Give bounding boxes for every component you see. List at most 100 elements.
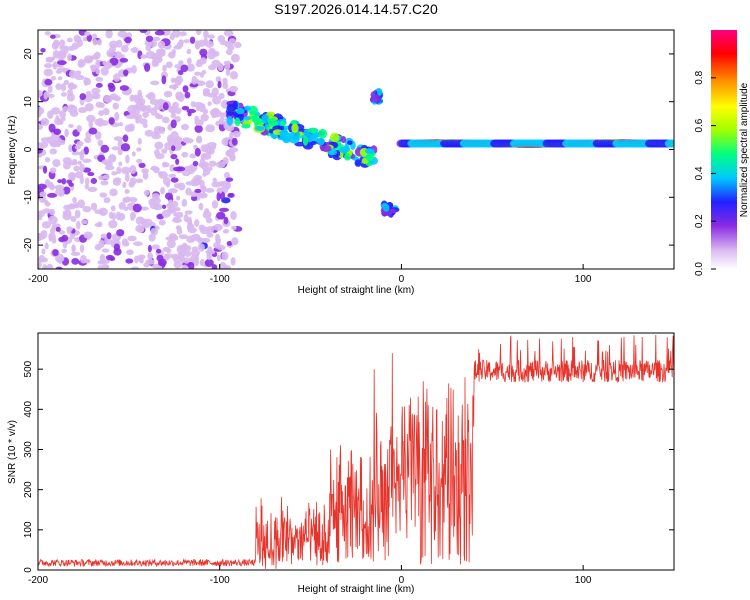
x-tick-label: -200 — [28, 274, 48, 285]
spectrogram-cell — [143, 63, 151, 72]
spectrogram-y-ticks: 20 10 0 -10 -20 — [23, 48, 674, 252]
spectrogram-cell — [137, 254, 146, 259]
figure-title: S197.2026.014.14.57.C20 — [274, 1, 438, 17]
spectrogram-cell — [105, 254, 115, 261]
spectrogram-cell — [67, 45, 76, 51]
spectrogram-cell — [79, 93, 87, 100]
spectrogram-cell — [189, 153, 196, 159]
spectrogram-cell — [135, 216, 144, 225]
spectrogram-cell — [155, 153, 165, 160]
spectrogram-cell — [64, 128, 69, 138]
x-tick-label: -100 — [210, 575, 230, 586]
spectrogram-cell — [51, 236, 57, 244]
spectrogram-cell — [83, 231, 93, 239]
spectrogram-cell — [177, 70, 184, 76]
spectrogram-cell — [44, 157, 51, 163]
spectrogram-cell — [666, 139, 674, 148]
spectrogram-cell — [83, 93, 93, 103]
spectrogram-cell — [117, 148, 123, 156]
spectrogram-cell — [47, 85, 53, 93]
spectrogram-cell — [71, 244, 76, 253]
spectrogram-cell — [213, 241, 221, 249]
spectrogram-cell — [55, 266, 63, 269]
spectrogram-cell — [215, 233, 221, 242]
spectrogram-cell — [354, 159, 362, 167]
spectrogram-cell — [212, 95, 222, 105]
spectrogram-cell — [340, 136, 347, 144]
spectrogram-cell — [130, 266, 140, 269]
spectrogram-cell — [168, 173, 177, 178]
spectrogram-cell — [136, 158, 143, 164]
spectrogram-cell — [175, 211, 184, 218]
spectrogram-cell — [117, 30, 128, 38]
spectrogram-cell — [49, 148, 57, 155]
spectrogram-cell — [113, 73, 121, 82]
spectrogram-cell — [130, 47, 139, 54]
spectrogram-cell — [179, 31, 187, 37]
spectrogram-cell — [68, 182, 74, 187]
spectrogram-cell — [194, 188, 202, 193]
spectrogram-cell — [40, 229, 48, 239]
spectrogram-cell — [103, 94, 113, 104]
spectrogram-cell — [226, 240, 233, 246]
spectrogram-cell — [66, 93, 75, 102]
spectrogram-cell — [343, 153, 351, 161]
spectrogram-cell — [174, 116, 181, 123]
spectrogram-cell — [63, 79, 70, 86]
spectrogram-cell — [84, 136, 92, 144]
spectrogram-cell — [41, 221, 51, 229]
spectrogram-cell — [100, 180, 109, 186]
spectrogram-cell — [175, 158, 180, 165]
spectrogram-cell — [123, 69, 129, 77]
spectrogram-cell — [172, 216, 181, 223]
spectrogram-cell — [40, 47, 46, 53]
spectrogram-cell — [49, 167, 57, 174]
spectrogram-cell — [99, 192, 108, 198]
spectrogram-cell — [229, 131, 234, 139]
spectrogram-cell — [222, 78, 228, 86]
spectrogram-cell — [62, 186, 71, 195]
spectrogram-cell — [183, 250, 192, 257]
spectrogram-cell — [216, 187, 223, 195]
spectrogram-cell — [203, 30, 209, 39]
spectrogram-cell — [252, 115, 258, 123]
spectrogram-cell — [39, 191, 47, 198]
spectrogram-cell — [115, 211, 122, 221]
spectrogram-cell — [200, 144, 210, 153]
spectrogram-cell — [211, 200, 219, 209]
spectrogram-cell — [175, 195, 181, 201]
spectrogram-cell — [376, 88, 383, 96]
spectrogram-cell — [100, 66, 109, 76]
spectrogram-cell — [74, 70, 82, 76]
spectrogram-cell — [216, 211, 226, 220]
spectrogram-cell — [280, 130, 288, 138]
spectrogram-cell — [136, 147, 142, 152]
spectrogram-cell — [84, 103, 94, 112]
spectrogram-cell — [124, 173, 130, 182]
colorbar-gradient — [711, 30, 737, 269]
spectrogram-y-label: Frequency (Hz) — [7, 116, 18, 185]
spectrogram-cell — [190, 249, 201, 257]
spectrogram-cell — [71, 151, 81, 156]
colorbar-ticks: 0.0 0.2 0.4 0.6 0.8 — [694, 70, 716, 276]
spectrogram-cell — [202, 167, 212, 173]
spectrogram-cell — [108, 219, 118, 229]
spectrogram-cell — [124, 36, 132, 44]
spectrogram-cell — [156, 248, 162, 254]
spectrogram-cell — [184, 210, 193, 215]
spectrogram-cell — [55, 188, 65, 196]
spectrogram-cell — [132, 106, 141, 115]
spectrogram-cell — [195, 30, 202, 36]
spectrogram-cell — [125, 114, 136, 119]
spectrogram-cell — [48, 215, 58, 225]
spectrogram-cell — [64, 209, 72, 218]
snr-y-label: SNR (10 * v/v) — [7, 420, 18, 484]
spectrogram-cell — [100, 233, 108, 239]
spectrogram-cell — [173, 166, 183, 172]
spectrogram-cell — [195, 78, 200, 84]
spectrogram-cell — [157, 258, 167, 267]
spectrogram-cell — [79, 175, 85, 185]
spectrogram-cell — [189, 36, 196, 44]
